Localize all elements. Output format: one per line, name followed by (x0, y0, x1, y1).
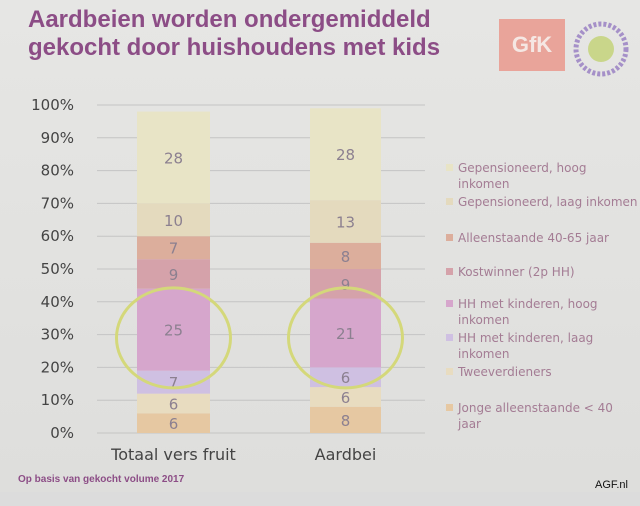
bar-segment (137, 393, 210, 414)
legend-label: Kostwinner (2p HH) (458, 265, 575, 279)
legend-label: Gepensioneerd, hoog inkomen (458, 161, 587, 191)
legend-item: Gepensioneerd, laag inkomen (446, 194, 638, 210)
title-line-2: gekocht door huishoudens met kids (28, 34, 441, 61)
data-label: 7 (169, 374, 179, 392)
slide-title: Aardbeien worden ondergemiddeld gekocht … (28, 6, 440, 62)
bar-segment (310, 242, 381, 269)
y-tick-label: 100% (31, 96, 74, 114)
data-label: 28 (164, 149, 183, 167)
legend-label: Tweeverdieners (458, 365, 552, 379)
legend-swatch (446, 404, 453, 411)
y-tick-label: 60% (41, 227, 74, 245)
data-label: 8 (341, 248, 351, 266)
groenten-fruit-huis-logo (573, 21, 629, 77)
legend-label: Alleenstaande 40-65 jaar (458, 231, 609, 245)
legend-label: Jonge alleenstaande < 40 jaar (458, 401, 613, 431)
data-label: 9 (169, 266, 179, 284)
footnote: Op basis van gekocht volume 2017 (18, 474, 185, 485)
data-label: 9 (341, 276, 351, 294)
legend-item: Kostwinner (2p HH) (446, 264, 638, 280)
bar-segment (137, 413, 210, 433)
y-tick-label: 70% (41, 194, 74, 212)
bar-segment (137, 370, 210, 394)
bar-segment (310, 298, 381, 368)
legend-swatch (446, 198, 453, 205)
y-tick-label: 50% (41, 260, 74, 278)
data-label: 6 (341, 389, 351, 407)
y-tick-label: 90% (41, 129, 74, 147)
y-tick-label: 30% (41, 326, 74, 344)
legend-item: HH met kinderen, hoog inkomen (446, 296, 638, 328)
data-label: 6 (169, 415, 179, 433)
bar-segment (310, 108, 381, 201)
y-tick-label: 10% (41, 391, 74, 409)
bar-segment (137, 288, 210, 371)
data-label: 7 (169, 240, 179, 258)
legend-swatch (446, 300, 453, 307)
legend-swatch (446, 268, 453, 275)
highlight-circle (115, 286, 232, 390)
legend-swatch (446, 164, 453, 171)
bar-segment (310, 200, 381, 243)
data-label: 6 (169, 395, 179, 413)
y-tick-label: 40% (41, 293, 74, 311)
data-label: 6 (341, 369, 351, 387)
y-tick-label: 80% (41, 162, 74, 180)
y-tick-label: 0% (50, 424, 74, 442)
legend-label: HH met kinderen, hoog inkomen (458, 297, 598, 327)
bar-segment (137, 259, 210, 289)
legend-swatch (446, 234, 453, 241)
slide: Aardbeien worden ondergemiddeld gekocht … (0, 0, 640, 492)
bar-segment (310, 367, 381, 388)
data-label: 28 (336, 146, 355, 164)
x-category-label: Aardbei (315, 445, 377, 464)
legend-item: HH met kinderen, laag inkomen (446, 330, 638, 362)
bar-segment (137, 236, 210, 260)
bar-segment (137, 111, 210, 204)
data-label: 25 (164, 322, 183, 340)
legend-label: HH met kinderen, laag inkomen (458, 331, 594, 361)
data-label: 21 (336, 325, 355, 343)
data-label: 13 (336, 213, 355, 231)
legend-swatch (446, 368, 453, 375)
x-category-label: Totaal vers fruit (110, 445, 236, 464)
stacked-bar-chart: 0% 10% 20% 30% 40% 50% 60% 70% 80% 90% 100% 6 6 7 25 9 7… (31, 96, 425, 464)
y-tick-label: 20% (41, 358, 74, 376)
legend-label: Gepensioneerd, laag inkomen (458, 195, 638, 209)
legend-item: Jonge alleenstaande < 40 jaar (446, 400, 638, 432)
bar-segment (137, 203, 210, 237)
watermark: AGF.nl (594, 479, 628, 491)
legend-item: Tweeverdieners (446, 364, 638, 380)
gfk-logo: GfK (499, 19, 565, 71)
title-line-1: Aardbeien worden ondergemiddeld (28, 6, 431, 33)
data-label: 8 (341, 412, 351, 430)
bar-segment (310, 387, 381, 407)
data-label: 10 (164, 212, 183, 230)
legend-item: Alleenstaande 40-65 jaar (446, 230, 638, 246)
legend-item: Gepensioneerd, hoog inkomen (446, 160, 638, 192)
legend-swatch (446, 334, 453, 341)
highlight-circle (287, 286, 404, 390)
bar-segment (310, 406, 381, 433)
